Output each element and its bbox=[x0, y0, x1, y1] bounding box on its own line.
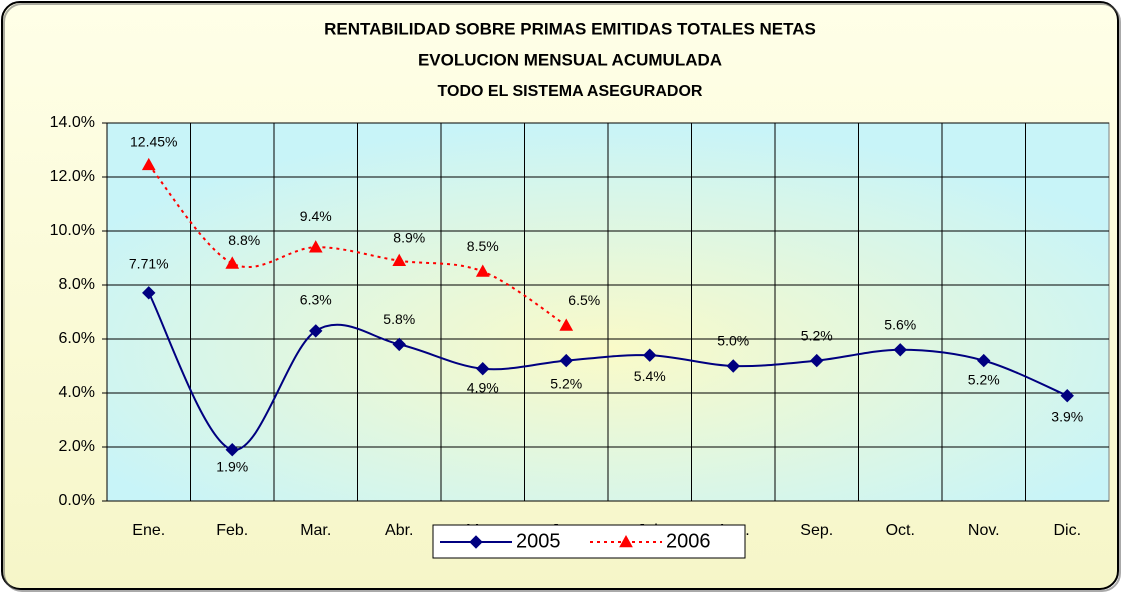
marker bbox=[726, 359, 740, 373]
marker bbox=[392, 337, 406, 352]
data-label: 8.8% bbox=[228, 232, 260, 248]
marker bbox=[469, 535, 483, 549]
x-tick-label: Feb. bbox=[216, 522, 248, 539]
data-label: 6.5% bbox=[568, 292, 600, 308]
data-label: 4.9% bbox=[467, 379, 499, 395]
x-tick-label: Ene. bbox=[132, 522, 165, 539]
marker bbox=[225, 256, 240, 269]
marker bbox=[559, 353, 573, 368]
data-label: 5.8% bbox=[383, 311, 415, 327]
data-label: 12.45% bbox=[130, 134, 177, 150]
data-label: 9.4% bbox=[300, 208, 332, 224]
x-tick-label: Nov. bbox=[968, 522, 1000, 539]
marker bbox=[142, 286, 156, 300]
data-label: 5.0% bbox=[717, 333, 749, 349]
marker bbox=[476, 361, 490, 376]
data-label: 8.9% bbox=[393, 229, 425, 245]
y-tick-label: 2.0% bbox=[59, 438, 95, 455]
marker bbox=[810, 353, 824, 368]
data-label: 8.5% bbox=[467, 238, 499, 254]
marker bbox=[893, 343, 907, 357]
chart-title: RENTABILIDAD SOBRE PRIMAS EMITIDAS TOTAL… bbox=[324, 19, 816, 38]
x-tick-label: Dic. bbox=[1053, 522, 1081, 539]
marker bbox=[977, 353, 991, 368]
marker bbox=[392, 253, 407, 266]
data-label: 1.9% bbox=[216, 458, 248, 474]
marker bbox=[309, 324, 323, 338]
data-label: 3.9% bbox=[1051, 408, 1083, 424]
y-tick-label: 6.0% bbox=[59, 330, 95, 347]
marker bbox=[619, 534, 633, 548]
x-tick-label: Abr. bbox=[385, 522, 413, 539]
marker bbox=[475, 264, 490, 277]
x-tick-label: Mar. bbox=[300, 522, 331, 539]
series-line bbox=[147, 164, 567, 327]
y-tick-label: 0.0% bbox=[59, 492, 95, 509]
x-tick-label: Sep. bbox=[800, 522, 833, 539]
y-tick-label: 12.0% bbox=[50, 168, 95, 185]
marker bbox=[559, 318, 574, 331]
data-label: 5.2% bbox=[801, 327, 833, 343]
marker bbox=[308, 240, 323, 253]
data-label: 5.4% bbox=[634, 368, 666, 384]
y-tick-label: 14.0% bbox=[50, 114, 95, 131]
chart-subtitle: EVOLUCION MENSUAL ACUMULADA bbox=[418, 50, 722, 69]
x-tick-label: Oct. bbox=[886, 522, 915, 539]
frame-shadow bbox=[3, 3, 1121, 592]
legend-label: 2006 bbox=[666, 530, 711, 552]
data-label: 5.6% bbox=[884, 317, 916, 333]
data-label: 5.2% bbox=[550, 375, 582, 391]
y-tick-label: 10.0% bbox=[50, 222, 95, 239]
marker bbox=[643, 348, 657, 362]
marker bbox=[225, 442, 239, 457]
data-label: 5.2% bbox=[968, 371, 1000, 387]
y-tick-label: 4.0% bbox=[59, 384, 95, 401]
legend-label: 2005 bbox=[516, 530, 561, 552]
data-label: 6.3% bbox=[300, 292, 332, 308]
marker bbox=[141, 157, 156, 171]
marker bbox=[1060, 388, 1074, 403]
data-label: 7.71% bbox=[129, 256, 169, 272]
chart-subtitle: TODO EL SISTEMA ASEGURADOR bbox=[438, 83, 703, 100]
y-tick-label: 8.0% bbox=[59, 276, 95, 293]
